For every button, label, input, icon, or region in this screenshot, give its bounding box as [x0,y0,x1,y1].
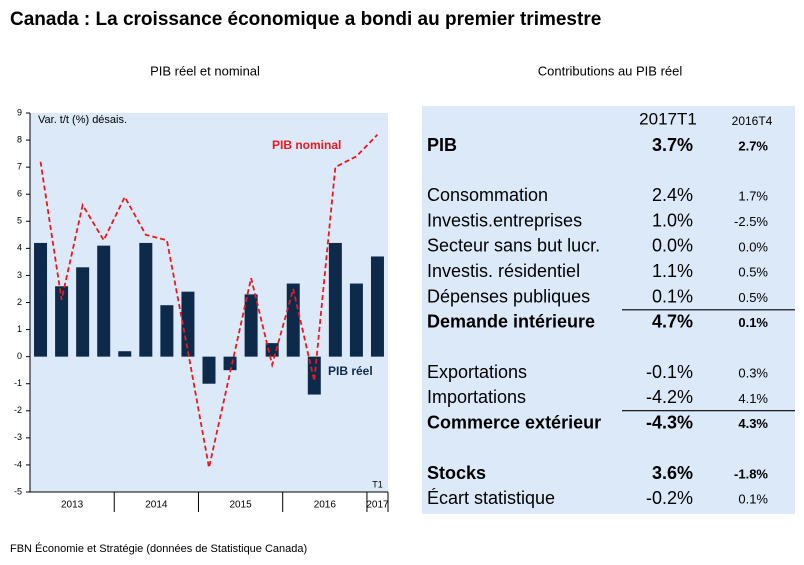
cell: -1.8% [734,466,768,481]
y-tick-label: -1 [14,378,22,388]
cell: 0.1% [652,286,693,306]
row-label: Demande intérieure [427,312,595,332]
y-tick-label: 6 [17,189,22,199]
bar [181,291,195,357]
cell: 2.7% [738,138,768,153]
cell: -2.5% [734,214,768,229]
y-tick-label: -4 [14,459,22,469]
row-label: PIB [427,135,457,155]
cell: 4.7% [652,312,693,332]
line [39,134,379,468]
row-label: Exportations [427,362,527,382]
bar [160,305,174,357]
row-label: Stocks [427,463,486,483]
bar [118,351,132,357]
y-tick-label: 2 [17,297,22,307]
page-title: Canada : La croissance économique a bond… [10,9,601,30]
cell: 1.0% [652,210,693,230]
annotation: T1 [372,479,383,489]
cell: 0.1% [738,315,768,330]
cell: 0.1% [738,492,768,507]
series-label: PIB réel [328,364,373,378]
source: FBN Économie et Stratégie (données de St… [10,542,307,555]
plot-area [30,113,388,492]
row-label: Écart statistique [427,488,555,508]
y-tick-label: -5 [14,486,22,496]
cell: 0.5% [738,290,768,305]
x-group-label: 2016 [314,500,337,511]
cell: -0.2% [646,488,693,508]
cell: -4.3% [646,412,693,432]
column-header: 2016T4 [732,114,773,128]
cell: 4.1% [738,391,768,406]
row-label: Importations [427,387,526,407]
cell: 0.5% [738,265,768,280]
y-tick-label: 0 [17,351,22,361]
cell: 3.6% [652,463,693,483]
cell: 0.0% [652,236,693,256]
y-axis-label: Var. t/t (%) désais. [38,114,127,126]
y-tick-label: -2 [14,405,22,415]
column-header: 2017T1 [639,109,697,128]
bar [76,267,90,357]
cell: 3.7% [652,135,693,155]
y-tick-label: 9 [17,107,22,117]
bar [349,283,363,357]
bar [202,356,216,384]
y-tick-label: -3 [14,432,22,442]
bar [223,356,237,371]
row-label: Consommation [427,185,548,205]
bar [265,343,279,357]
cell: 1.7% [738,189,768,204]
cell: 2.4% [652,185,693,205]
cell: 1.1% [652,261,693,281]
bar [244,294,258,357]
y-tick-label: 5 [17,216,22,226]
chart-title: PIB réel et nominal [150,63,260,78]
y-tick-label: 3 [17,270,22,280]
y-tick-label: 8 [17,134,22,144]
x-group-label: 2013 [61,500,84,511]
cell: 4.3% [738,416,768,431]
row-label: Investis.entreprises [427,210,582,230]
cell: 0.3% [738,366,768,381]
bar [139,242,153,357]
x-group-label: 2017 [366,500,389,511]
bar [370,256,384,357]
bar [34,242,48,357]
y-tick-label: 1 [17,324,22,334]
x-group-label: 2015 [229,500,252,511]
cell: -0.1% [646,362,693,382]
bar [97,245,111,357]
bar [286,283,300,357]
cell: -4.2% [646,387,693,407]
bar [55,286,69,357]
cell: 0.0% [738,239,768,254]
row-label: Dépenses publiques [427,286,590,306]
row-label: Secteur sans but lucr. [427,236,600,256]
row-label: Commerce extérieur [427,412,601,432]
series-label: PIB nominal [272,138,341,152]
bar [328,242,342,357]
table-title: Contributions au PIB réel [538,63,683,78]
y-tick-label: 4 [17,243,22,253]
y-tick-label: 7 [17,162,22,172]
row-label: Investis. résidentiel [427,261,580,281]
x-group-label: 2014 [145,500,168,511]
